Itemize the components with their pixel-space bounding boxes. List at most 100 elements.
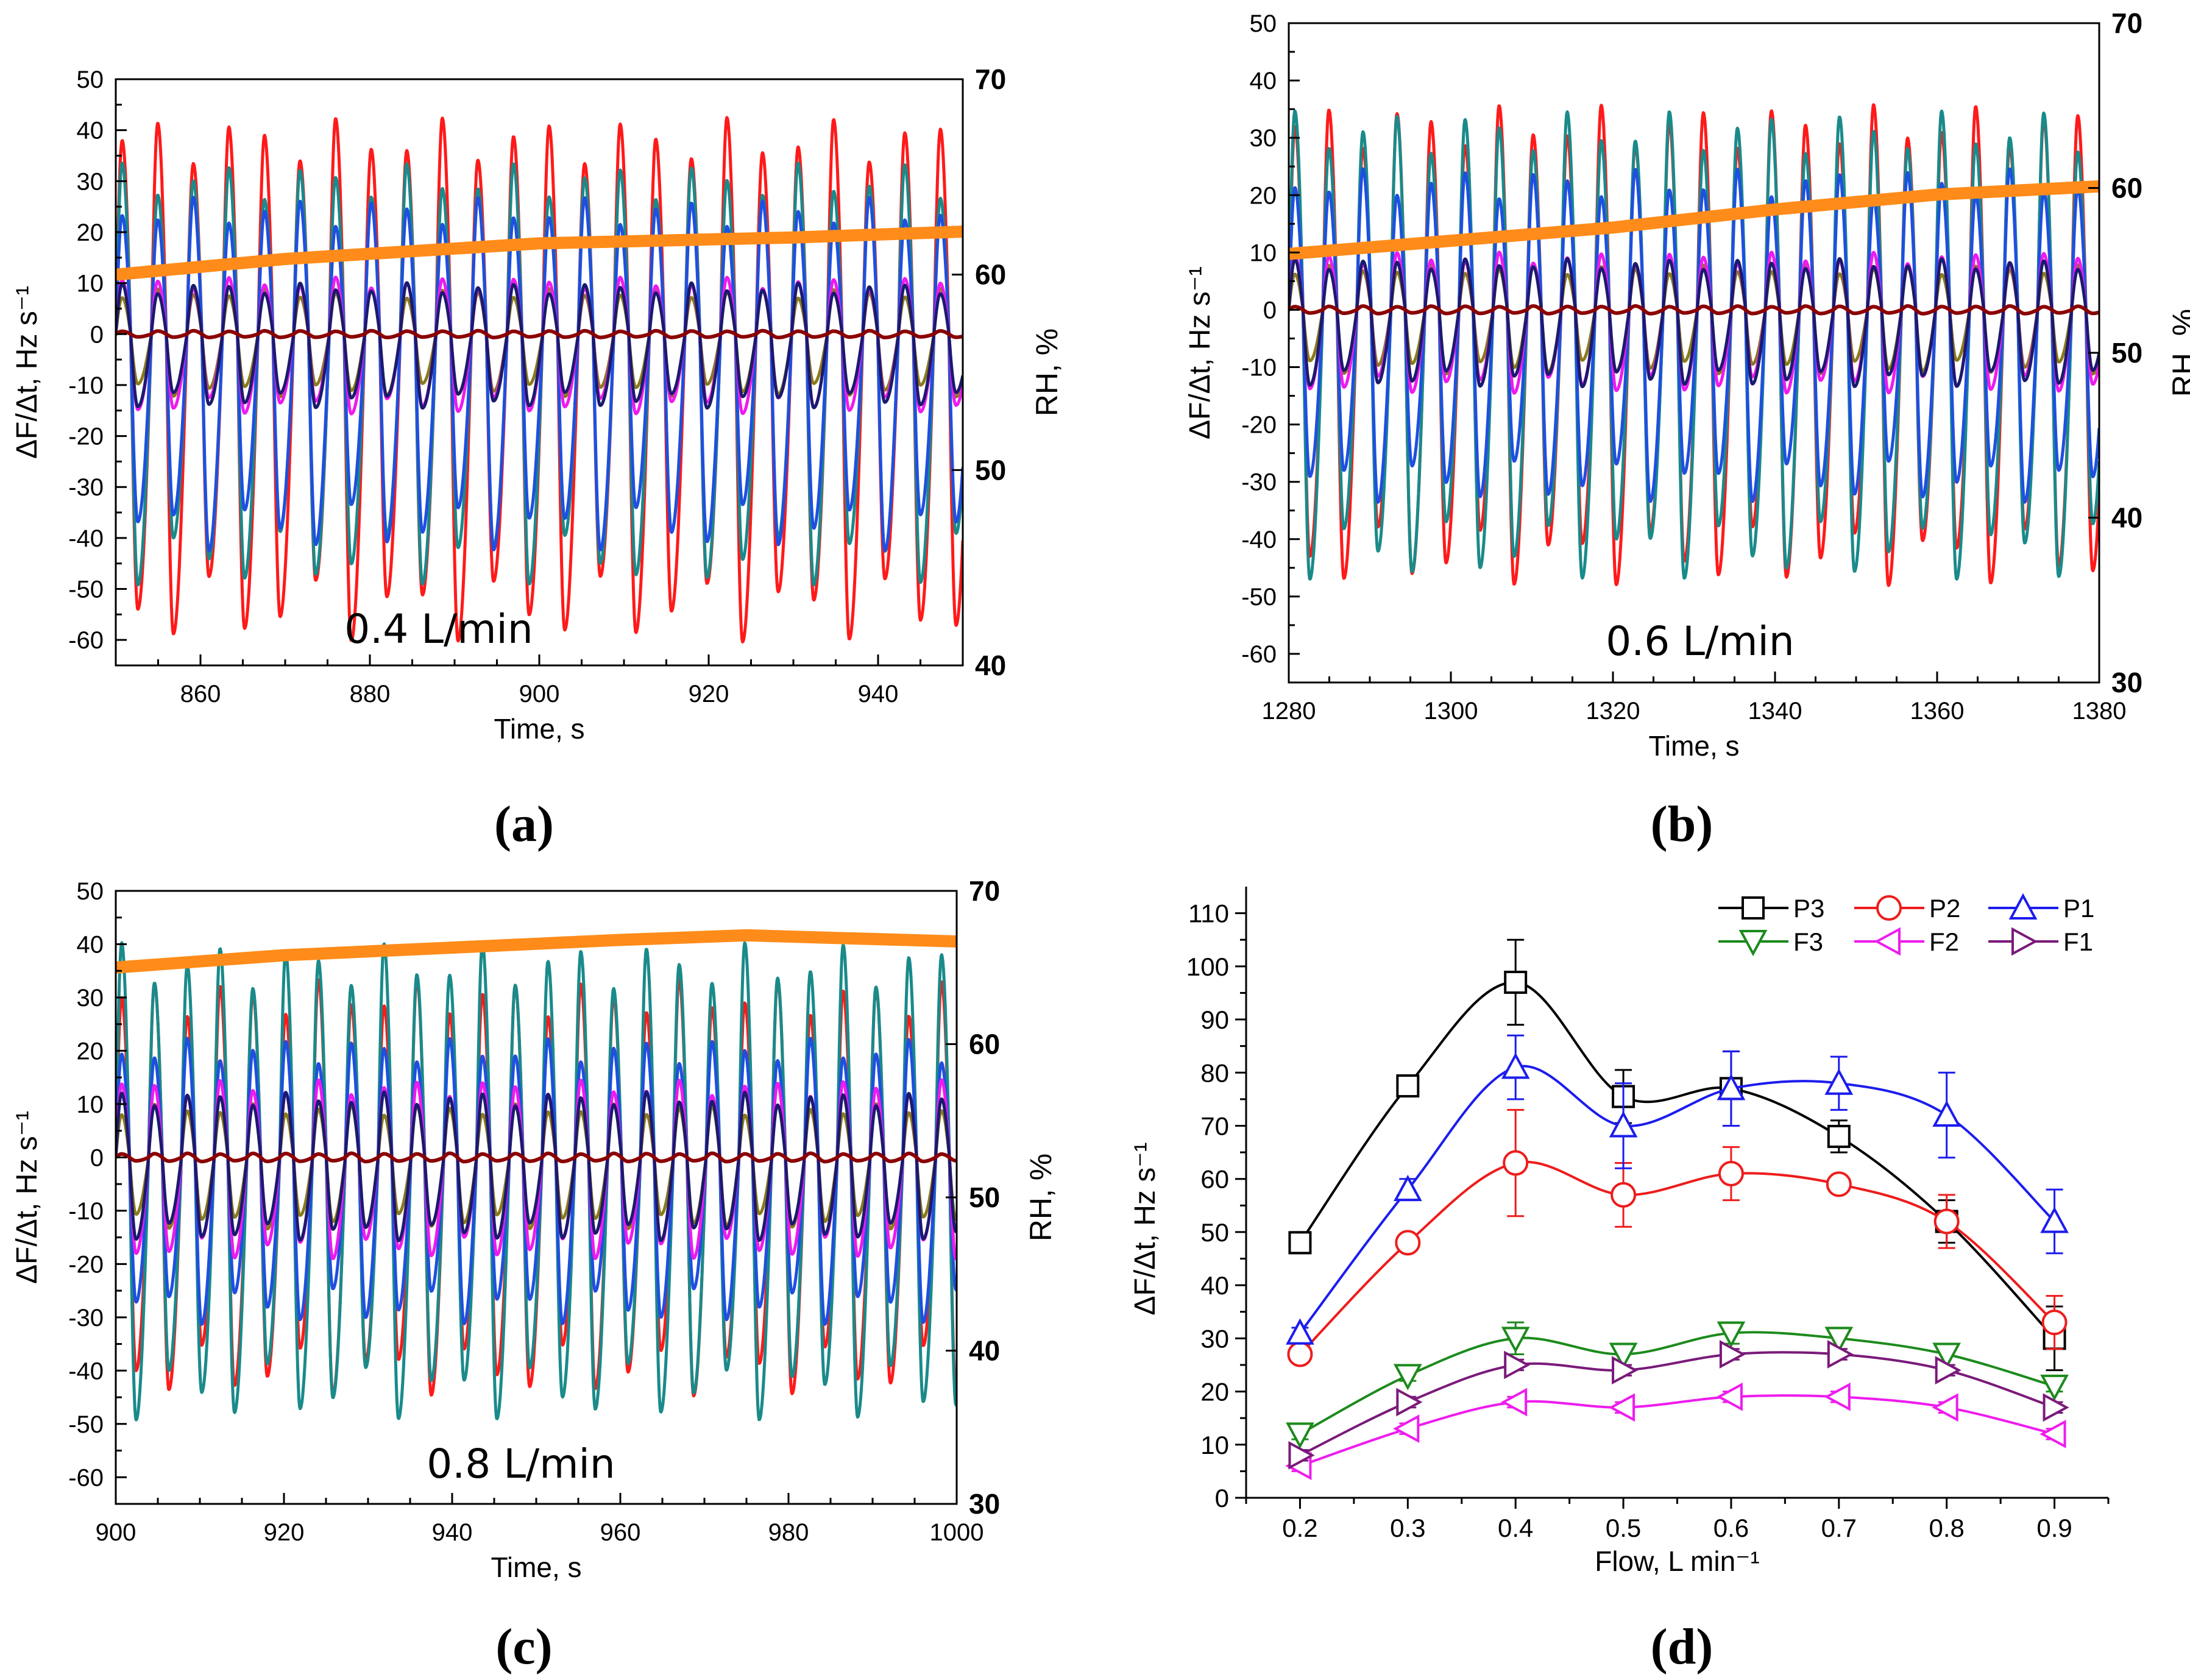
y-axis-title: ΔF/Δt, Hz s⁻¹ <box>1129 1142 1161 1315</box>
y-tick-label: 30 <box>77 985 104 1012</box>
series-p3 <box>1288 938 2066 1372</box>
legend-item: P1 <box>1988 893 2094 923</box>
y2-tick-label: 50 <box>975 454 1006 486</box>
panel-d: 0.2 0.3 0.4 0.5 0.6 0.7 0.8 0.9 0 10 20 30 40 50 60 70 8… <box>1129 887 2110 1675</box>
y-tick-label: 10 <box>1250 239 1277 266</box>
data-marker <box>1609 1111 1638 1138</box>
data-marker <box>2039 1419 2066 1448</box>
data-marker <box>1500 1388 1528 1417</box>
y-tick-label: -10 <box>1241 355 1277 381</box>
y2-tick-label: 30 <box>2111 667 2142 698</box>
y-tick-label: -50 <box>1241 584 1277 611</box>
y-tick-label: 0 <box>90 1144 104 1171</box>
x-tick-label: 1340 <box>1748 698 1802 725</box>
y2-tick-label: 70 <box>975 63 1006 95</box>
x-axis-title: Time, s <box>491 1551 581 1583</box>
y-tick-label: 100 <box>1186 952 1229 981</box>
series-f3 <box>1286 1321 2069 1449</box>
y2-axis-title: RH, % <box>2166 309 2190 397</box>
legend-label: F1 <box>2063 927 2093 956</box>
y2-tick-label: 70 <box>2111 7 2142 39</box>
x-tick-label: 0.7 <box>1821 1514 1857 1542</box>
legend-item: P3 <box>1718 894 1824 923</box>
data-marker <box>1609 1342 1638 1369</box>
data-marker <box>1719 1340 1746 1369</box>
data-marker <box>1504 1350 1531 1380</box>
y2-tick-label: 40 <box>975 650 1006 681</box>
y-tick-label: -30 <box>1241 469 1277 496</box>
data-marker <box>1393 1414 1420 1443</box>
series-line <box>1299 1394 2055 1467</box>
y-tick-label: 0 <box>1215 1484 1229 1512</box>
x-tick-label: 920 <box>689 681 729 707</box>
y-tick-label: 50 <box>1250 10 1277 37</box>
x-tick-label: 960 <box>600 1519 641 1546</box>
panel-label: (b) <box>1651 796 1713 852</box>
panel-label: (a) <box>494 796 554 852</box>
x-tick-label: 0.3 <box>1390 1514 1425 1542</box>
y-tick-label: 30 <box>1250 125 1277 152</box>
y-tick-label: -20 <box>68 424 104 450</box>
x-tick-label: 1380 <box>2072 698 2127 725</box>
data-marker <box>1742 896 1765 920</box>
data-marker <box>1932 1393 1958 1422</box>
flow-annotation: 0.4 L/min <box>344 606 533 653</box>
flow-annotation: 0.6 L/min <box>1606 618 1794 665</box>
data-marker <box>1717 1074 1746 1101</box>
y-tick-label: 20 <box>77 219 104 246</box>
y-tick-label: 0 <box>90 321 104 348</box>
data-marker <box>1716 1382 1743 1411</box>
y-tick-label: 50 <box>1200 1218 1229 1247</box>
x-tick-label: 0.2 <box>1282 1514 1317 1542</box>
x-tick-label: 0.5 <box>1606 1514 1641 1542</box>
flow-annotation: 0.8 L/min <box>427 1441 615 1487</box>
data-marker <box>1393 1364 1422 1391</box>
series-line-navy <box>1289 257 2099 389</box>
series-line-maroon <box>1289 304 2099 316</box>
y-tick-label: 40 <box>1250 68 1277 94</box>
data-marker <box>1287 1341 1313 1367</box>
y2-tick-label: 60 <box>969 1029 1000 1060</box>
y2-tick-label: 60 <box>975 259 1006 291</box>
data-marker <box>2040 1374 2069 1402</box>
data-marker <box>2011 927 2038 956</box>
x-tick-label: 920 <box>264 1519 305 1546</box>
data-marker <box>1504 970 1528 994</box>
x-tick-label: 980 <box>768 1519 809 1546</box>
y2-tick-label: 30 <box>969 1488 1000 1520</box>
series-line-maroon <box>116 328 963 339</box>
legend-label: P2 <box>1929 894 1960 923</box>
y-tick-label: 20 <box>1250 182 1277 209</box>
data-marker <box>1932 1342 1961 1369</box>
y-tick-label: -50 <box>68 1411 104 1438</box>
x-axis-title: Time, s <box>494 713 584 745</box>
y-tick-label: -60 <box>68 1464 104 1491</box>
series-f2 <box>1285 1382 2066 1481</box>
x-axis-title: Flow, L min⁻¹ <box>1595 1545 1760 1577</box>
y-tick-label: 80 <box>1200 1058 1229 1087</box>
legend: P3 P2 P1 F3 F2 F1 <box>1718 893 2094 957</box>
data-marker <box>1824 1327 1854 1353</box>
data-marker <box>1874 927 1901 956</box>
y-tick-label: 30 <box>1200 1324 1229 1353</box>
plot-area <box>116 116 963 643</box>
data-marker <box>1501 1327 1530 1353</box>
y2-tick-label: 40 <box>2111 502 2142 534</box>
legend-item: F1 <box>1988 927 2093 956</box>
y-tick-label: 0 <box>1263 297 1277 324</box>
panel-a: 860 880 900 920 940 50 40 30 20 10 0 -10 -20 -30 -40 -5… <box>11 63 1064 852</box>
data-marker <box>1612 1356 1639 1385</box>
y-axis-title: ΔF/Δt, Hz s⁻¹ <box>11 1111 43 1284</box>
series-line-navy <box>116 1090 957 1242</box>
data-marker <box>1933 1208 1960 1235</box>
y2-tick-label: 50 <box>2111 337 2142 369</box>
data-marker <box>2008 893 2038 920</box>
y-tick-label: 90 <box>1200 1005 1229 1034</box>
data-marker <box>1718 1160 1744 1186</box>
y-tick-label: 40 <box>77 118 104 144</box>
y-tick-label: 60 <box>1200 1165 1229 1194</box>
panel-b: 1280 1300 1320 1340 1360 1380 50 40 30 20 10 0 -10 -2… <box>1184 7 2190 852</box>
y2-tick-label: 70 <box>969 875 1000 907</box>
y-tick-label: -30 <box>68 474 104 501</box>
